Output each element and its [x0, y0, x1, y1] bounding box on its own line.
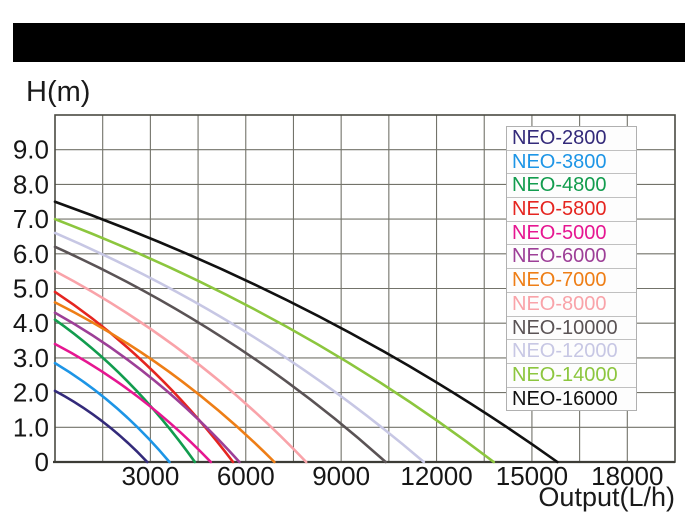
- legend-item-NEO-2800: NEO-2800: [507, 127, 636, 151]
- legend-item-NEO-8000: NEO-8000: [507, 293, 636, 317]
- y-tick-label: 9.0: [13, 135, 49, 165]
- legend: NEO-2800 NEO-3800 NEO-4800 NEO-5800 NEO-5000…: [506, 126, 637, 412]
- y-tick-label: 0: [35, 447, 49, 477]
- curve-NEO-3800: [53, 361, 171, 464]
- y-tick-label: 4.0: [13, 308, 49, 338]
- curve-NEO-6000: [53, 311, 241, 464]
- chart-title: NEO- 2800/16000: [239, 65, 497, 98]
- curve-NEO-14000: [53, 217, 496, 464]
- curve-NEO-2800: [53, 389, 149, 464]
- legend-item-NEO-12000: NEO-12000: [507, 340, 636, 364]
- curve-NEO-12000: [53, 231, 426, 464]
- y-tick-label: 7.0: [13, 204, 49, 234]
- y-tick-label: 2.0: [13, 378, 49, 408]
- legend-item-NEO-5800: NEO-5800: [507, 198, 636, 222]
- legend-item-NEO-16000: NEO-16000: [512, 387, 618, 410]
- y-tick-label: 5.0: [13, 274, 49, 304]
- x-tick-label: 18000: [591, 461, 663, 491]
- curve-NEO-5800: [53, 290, 235, 464]
- x-tick-label: 9000: [312, 461, 370, 491]
- y-tick-label: 1.0: [13, 412, 49, 442]
- curve-NEO-10000: [53, 245, 387, 464]
- x-tick-label: 6000: [217, 461, 275, 491]
- curve-NEO-8000: [53, 269, 308, 464]
- x-tick-label: 12000: [400, 461, 472, 491]
- legend-item-NEO-14000: NEO-14000: [507, 364, 636, 388]
- legend-item-NEO-3800: NEO-3800: [507, 151, 636, 175]
- y-axis-label: H(m): [26, 76, 91, 108]
- legend-item-NEO-7000: NEO-7000: [507, 269, 636, 293]
- x-tick-label: 3000: [121, 461, 179, 491]
- x-axis-label: Output(L/h): [538, 482, 675, 512]
- curve-NEO-5000: [53, 342, 213, 464]
- curve-NEO-4800: [53, 318, 197, 464]
- curve-NEO-7000: [53, 301, 276, 464]
- title-bar: NEO- 2800/16000: [13, 23, 685, 98]
- curve-NEO-16000: [53, 200, 559, 464]
- y-tick-label: 3.0: [13, 343, 49, 373]
- legend-item-NEO-6000: NEO-6000: [507, 245, 636, 270]
- legend-item-NEO-5000: NEO-5000: [507, 222, 636, 246]
- y-tick-label: 6.0: [13, 239, 49, 269]
- x-tick-label: 15000: [496, 461, 568, 491]
- y-tick-label: 8.0: [13, 169, 49, 199]
- legend-item-NEO-10000: NEO-10000: [507, 317, 636, 341]
- legend-item-NEO-4800: NEO-4800: [507, 174, 636, 199]
